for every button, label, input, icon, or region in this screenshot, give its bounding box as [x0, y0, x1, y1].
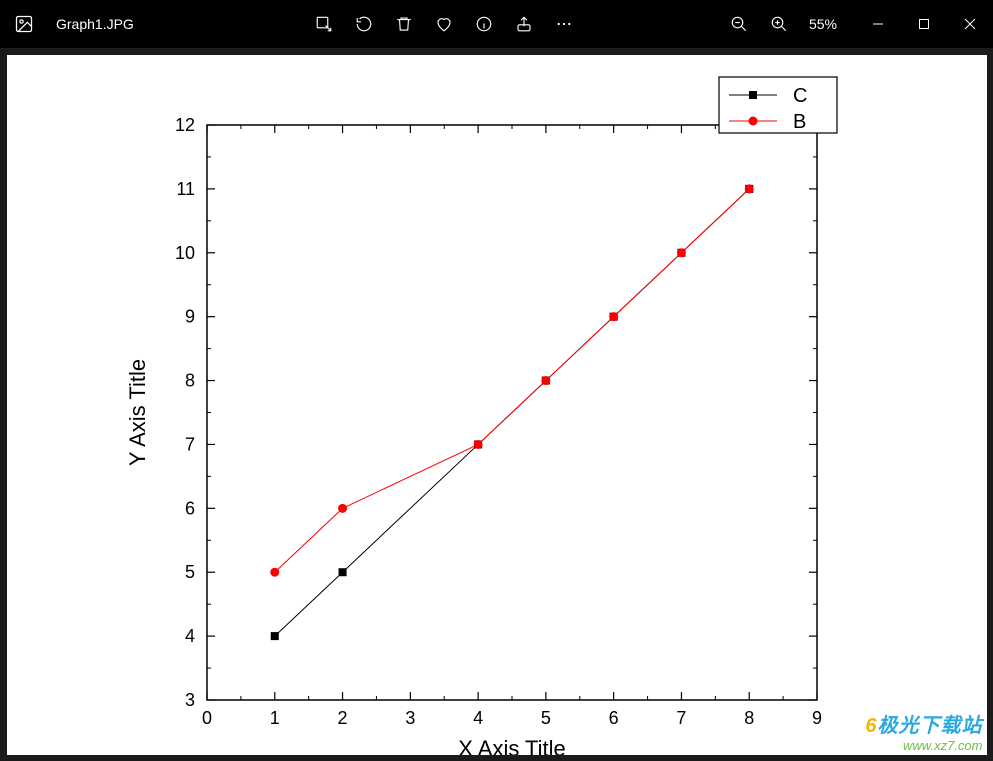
share-icon[interactable] [504, 0, 544, 48]
delete-icon[interactable] [384, 0, 424, 48]
app-icon[interactable] [0, 0, 48, 48]
svg-text:4: 4 [473, 708, 483, 728]
svg-text:7: 7 [676, 708, 686, 728]
svg-text:8: 8 [184, 370, 194, 390]
svg-text:5: 5 [184, 562, 194, 582]
favorite-icon[interactable] [424, 0, 464, 48]
close-button[interactable] [947, 0, 993, 48]
svg-text:X Axis Title: X Axis Title [458, 736, 566, 755]
svg-text:2: 2 [337, 708, 347, 728]
svg-text:1: 1 [269, 708, 279, 728]
maximize-button[interactable] [901, 0, 947, 48]
svg-text:9: 9 [811, 708, 821, 728]
svg-text:0: 0 [201, 708, 211, 728]
svg-text:6: 6 [184, 498, 194, 518]
svg-text:3: 3 [184, 690, 194, 710]
zoom-out-icon[interactable] [719, 0, 759, 48]
chart: 01234567893456789101112X Axis TitleY Axi… [7, 55, 987, 755]
svg-text:3: 3 [405, 708, 415, 728]
svg-text:5: 5 [540, 708, 550, 728]
svg-text:8: 8 [744, 708, 754, 728]
svg-text:11: 11 [176, 178, 195, 198]
svg-text:6: 6 [608, 708, 618, 728]
filename: Graph1.JPG [56, 16, 134, 32]
svg-text:7: 7 [184, 434, 194, 454]
svg-text:B: B [793, 111, 806, 133]
svg-text:C: C [793, 85, 807, 107]
titlebar: Graph1.JPG [0, 0, 993, 48]
more-icon[interactable] [544, 0, 584, 48]
svg-text:12: 12 [174, 115, 194, 135]
viewer-area[interactable]: 01234567893456789101112X Axis TitleY Axi… [0, 48, 993, 761]
info-icon[interactable] [464, 0, 504, 48]
minimize-button[interactable] [855, 0, 901, 48]
zoom-in-icon[interactable] [759, 0, 799, 48]
edit-image-icon[interactable] [304, 0, 344, 48]
svg-text:10: 10 [174, 242, 194, 262]
image-page: 01234567893456789101112X Axis TitleY Axi… [7, 55, 987, 755]
zoom-controls: 55% [719, 0, 847, 48]
rotate-icon[interactable] [344, 0, 384, 48]
svg-text:9: 9 [184, 306, 194, 326]
window-controls [855, 0, 993, 48]
svg-text:4: 4 [184, 626, 194, 646]
toolbar [304, 0, 584, 48]
zoom-level[interactable]: 55% [799, 16, 847, 32]
svg-text:Y Axis Title: Y Axis Title [125, 358, 150, 465]
